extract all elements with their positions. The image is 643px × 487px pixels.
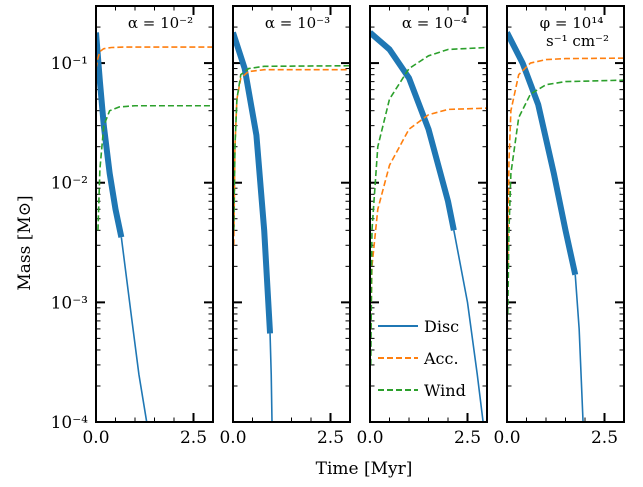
panel-frame bbox=[506, 5, 625, 423]
series-wind-line bbox=[370, 46, 487, 365]
panel-title: α = 10⁻⁴ bbox=[402, 14, 467, 32]
y-tick-label: 10⁻² bbox=[51, 174, 88, 194]
panel-title: φ = 10¹⁴ bbox=[540, 14, 604, 32]
series-disc-line bbox=[120, 237, 148, 422]
x-tick-label: 0.0 bbox=[219, 428, 246, 448]
panel-frame bbox=[232, 5, 351, 423]
panel-4-series bbox=[507, 31, 624, 422]
y-axis-label: Mass [M⊙] bbox=[15, 195, 35, 290]
x-axis-label: Time [Myr] bbox=[316, 459, 413, 479]
series-disc-line bbox=[269, 333, 273, 422]
x-tick-label: 2.5 bbox=[591, 428, 618, 448]
panel-2: 0.0 2.5 α = 10⁻³ bbox=[219, 5, 351, 448]
legend-label: Wind bbox=[424, 381, 466, 400]
series-disc-line bbox=[96, 32, 125, 238]
x-tick-label: 2.5 bbox=[454, 428, 481, 448]
panel-3-series bbox=[370, 30, 487, 422]
series-acc-line bbox=[507, 57, 624, 267]
x-tick-label: 0.0 bbox=[493, 428, 520, 448]
series-acc-line bbox=[96, 46, 213, 69]
panel-3: 0.0 2.5 α = 10⁻⁴ bbox=[356, 5, 488, 448]
series-disc-line bbox=[507, 31, 579, 276]
legend-label: Acc. bbox=[423, 349, 459, 368]
panel-1-series bbox=[96, 32, 213, 422]
panel-1: 0.0 2.5 10⁻⁴ 10⁻³ 10⁻² 10⁻¹ α = 10⁻² bbox=[51, 5, 214, 448]
series-disc-line bbox=[370, 30, 457, 231]
series-acc-line bbox=[233, 68, 350, 246]
panels: 0.0 2.5 10⁻⁴ 10⁻³ 10⁻² 10⁻¹ α = 10⁻² 0.0 2.5 α = … bbox=[51, 5, 625, 448]
series-wind-line bbox=[507, 79, 624, 314]
x-tick-label: 2.5 bbox=[317, 428, 344, 448]
series-disc-line bbox=[574, 274, 584, 422]
series-disc-line bbox=[453, 230, 484, 422]
series-acc-line bbox=[370, 107, 487, 329]
y-tick-label: 10⁻⁴ bbox=[51, 413, 89, 433]
legend-label: Disc bbox=[424, 317, 459, 336]
panel-frame bbox=[369, 5, 488, 423]
panel-2-series bbox=[233, 31, 350, 422]
y-tick-label: 10⁻³ bbox=[51, 293, 88, 313]
panel-frame bbox=[95, 5, 214, 423]
x-tick-label: 0.0 bbox=[356, 428, 383, 448]
panel-title: α = 10⁻³ bbox=[265, 14, 330, 32]
legend: Disc Acc. Wind bbox=[378, 317, 466, 400]
x-tick-label: 0.0 bbox=[82, 428, 109, 448]
x-tick-label: 2.5 bbox=[180, 428, 207, 448]
series-disc-line bbox=[233, 31, 274, 334]
panel-title-units: s⁻¹ cm⁻² bbox=[546, 32, 609, 50]
series-wind-line bbox=[97, 104, 213, 231]
series-wind-line bbox=[233, 64, 350, 231]
y-tick-label: 10⁻¹ bbox=[51, 54, 88, 74]
panel-title: α = 10⁻² bbox=[128, 14, 193, 32]
